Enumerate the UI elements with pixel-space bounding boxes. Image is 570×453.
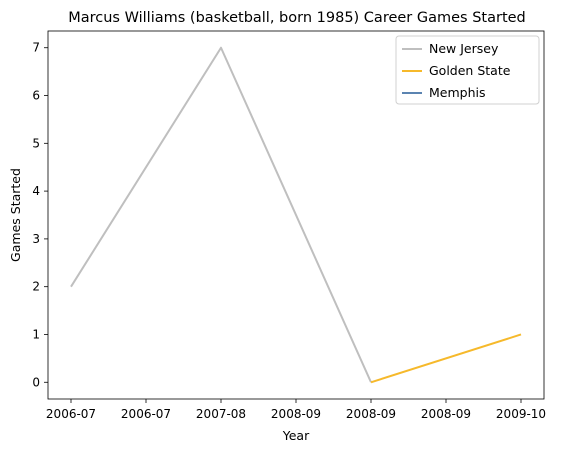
y-axis: 0 1 2 3 4 5 6 7 <box>32 41 48 389</box>
y-tick-label: 4 <box>32 184 40 198</box>
x-tick-label: 2009-10 <box>496 407 546 421</box>
y-tick-label: 1 <box>32 327 40 341</box>
series-line-golden-state <box>370 333 522 384</box>
y-tick-label: 7 <box>32 41 40 55</box>
series-lines <box>70 46 522 384</box>
x-tick-label: 2008-09 <box>421 407 471 421</box>
y-tick-label: 3 <box>32 232 40 246</box>
x-tick-label: 2006-07 <box>46 407 96 421</box>
legend-label: Golden State <box>429 63 511 78</box>
legend-box <box>395 35 540 105</box>
x-axis: 2006-07 2006-07 2007-08 2008-09 2008-09 2008-… <box>46 399 546 421</box>
x-tick-label: 2007-08 <box>196 407 246 421</box>
legend-label: New Jersey <box>429 41 499 56</box>
legend: New Jersey Golden State Memphis <box>395 35 540 105</box>
y-axis-label: Games Started <box>8 168 23 262</box>
chart-title: Marcus Williams (basketball, born 1985) … <box>68 10 526 26</box>
y-tick-label: 2 <box>32 280 40 294</box>
legend-items: New Jersey Golden State Memphis <box>402 41 511 100</box>
x-axis-label: Year <box>282 428 310 443</box>
y-tick-label: 6 <box>32 89 40 103</box>
legend-label: Memphis <box>429 85 486 100</box>
x-tick-label: 2008-09 <box>346 407 396 421</box>
y-tick-label: 0 <box>32 375 40 389</box>
series-line-new-jersey <box>70 46 372 383</box>
x-tick-label: 2006-07 <box>121 407 171 421</box>
y-tick-label: 5 <box>32 136 40 150</box>
x-tick-label: 2008-09 <box>271 407 321 421</box>
